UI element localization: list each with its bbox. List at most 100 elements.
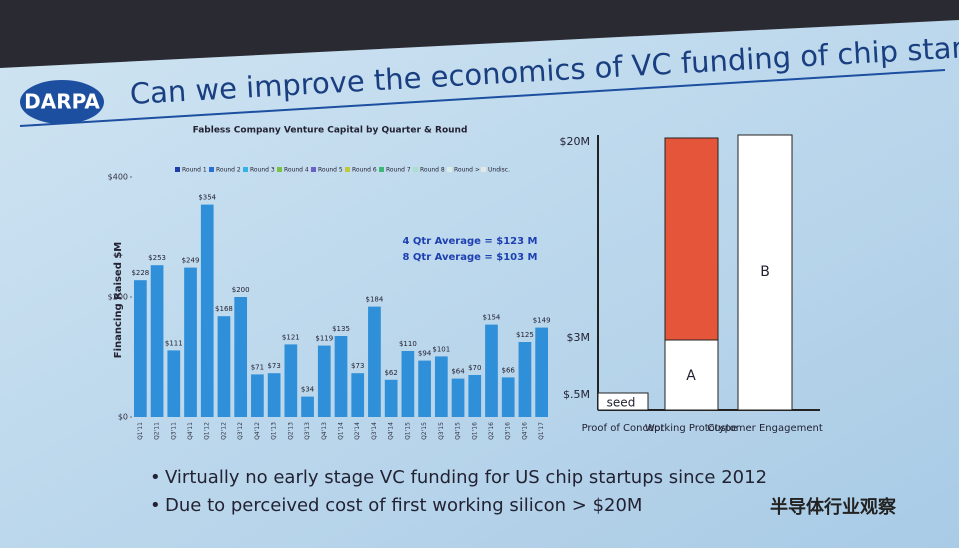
legend-label: Round 2	[216, 167, 241, 174]
bar	[167, 350, 181, 417]
legend-swatch	[175, 167, 180, 172]
axis-label: $3M	[567, 331, 591, 344]
bullet: Virtually no early stage VC funding for …	[165, 467, 767, 488]
bar	[434, 356, 448, 417]
legend-label: Round 3	[250, 167, 275, 174]
value-label: $34	[301, 386, 315, 394]
logo: DARPA	[24, 90, 100, 114]
chart-title: Fabless Company Venture Capital by Quart…	[193, 126, 468, 136]
bar	[251, 374, 264, 417]
x-tick-label: Q4'15	[455, 422, 462, 440]
legend-label: Undisc.	[488, 167, 510, 174]
value-label: $253	[148, 254, 166, 262]
x-tick-label: Q1'11	[137, 422, 144, 440]
x-tick-label: Q4'13	[321, 422, 328, 440]
y-axis-label: Financing Raised $M	[113, 242, 124, 359]
x-tick-label: Q1'12	[204, 422, 211, 440]
bar	[284, 344, 298, 417]
x-tick-label: Q3'16	[505, 422, 512, 440]
bar	[200, 204, 214, 417]
bar	[401, 351, 415, 417]
x-tick-label: Q2'15	[421, 422, 428, 440]
box-label: seed	[607, 396, 636, 410]
box-label: B	[760, 264, 770, 280]
y-tick-label: $0	[118, 413, 128, 422]
bar	[485, 324, 498, 417]
y-tick-label: $200	[108, 293, 128, 302]
value-label: $154	[483, 314, 501, 322]
x-tick-label: Q2'16	[488, 422, 495, 440]
funding-diagram: $20M $3M $.5M seed A B	[560, 134, 820, 411]
stage-label: Customer Engagement	[707, 423, 823, 434]
bar	[468, 375, 482, 417]
bar	[351, 373, 365, 417]
x-tick-label: Q1'14	[338, 422, 345, 440]
bullet-dot: •	[150, 467, 161, 488]
box-label: A	[686, 368, 696, 384]
x-tick-label: Q1'13	[271, 422, 278, 440]
value-label: $73	[267, 362, 280, 370]
logo-bg	[20, 80, 104, 124]
x-tick-label: Q1'15	[404, 422, 411, 440]
x-tick-label: Q4'14	[388, 422, 395, 440]
value-label: $110	[399, 340, 417, 348]
value-label: $62	[384, 369, 397, 377]
x-tick-label: Q3'15	[438, 422, 445, 440]
seed-box	[597, 392, 649, 411]
legend-label: Round > 9	[454, 167, 486, 174]
value-label: $200	[232, 286, 250, 294]
title-rule	[19, 69, 946, 127]
legend-swatch	[243, 167, 248, 172]
bar	[184, 267, 197, 417]
bar	[368, 306, 381, 417]
value-label: $73	[351, 362, 364, 370]
value-label: $66	[502, 366, 516, 374]
y-tick-label: $400	[108, 173, 128, 182]
value-label: $119	[315, 335, 333, 343]
value-label: $70	[468, 364, 481, 372]
value-label: $354	[198, 194, 216, 202]
a-box	[664, 339, 719, 411]
x-tick-label: Q3'12	[237, 422, 244, 440]
stage-label: Proof of Concept	[582, 423, 665, 434]
bar	[301, 396, 314, 417]
value-label: $94	[418, 350, 432, 358]
value-label: $249	[182, 257, 200, 265]
value-label: $101	[432, 345, 450, 353]
bullet: Due to perceived cost of first working s…	[165, 495, 642, 516]
value-label: $228	[131, 269, 149, 277]
bar	[535, 327, 548, 417]
annotation: 8 Qtr Average = $103 M	[402, 252, 537, 263]
bar	[317, 345, 331, 417]
value-label: $184	[366, 296, 384, 304]
value-label: $111	[165, 339, 183, 347]
bar	[234, 297, 248, 417]
legend-label: Round 4	[284, 167, 309, 174]
value-label: $149	[533, 317, 551, 325]
x-tick-label: Q3'11	[170, 422, 177, 440]
x-tick-label: Q4'12	[254, 422, 261, 440]
x-tick-label: Q3'14	[371, 422, 378, 440]
x-tick-label: Q4'11	[187, 422, 194, 440]
value-label: $135	[332, 325, 350, 333]
annotation: 4 Qtr Average = $123 M	[402, 236, 537, 247]
x-tick-label: Q2'13	[287, 422, 294, 440]
value-label: $64	[451, 368, 465, 376]
legend-label: Round 8	[420, 167, 445, 174]
legend-label: Round 7	[386, 167, 411, 174]
bar	[267, 373, 281, 417]
legend-swatch	[209, 167, 214, 172]
watermark: 半导体行业观察	[770, 496, 897, 518]
value-label: $121	[282, 333, 300, 341]
x-tick-label: Q1'17	[538, 422, 545, 440]
axis-label: $20M	[560, 135, 591, 148]
value-label: $168	[215, 305, 233, 313]
legend-swatch	[481, 167, 486, 172]
legend-swatch	[311, 167, 316, 172]
x-tick-label: Q2'14	[354, 422, 361, 440]
bar	[451, 378, 465, 417]
axis-label: $.5M	[563, 388, 590, 401]
legend-swatch	[413, 167, 418, 172]
